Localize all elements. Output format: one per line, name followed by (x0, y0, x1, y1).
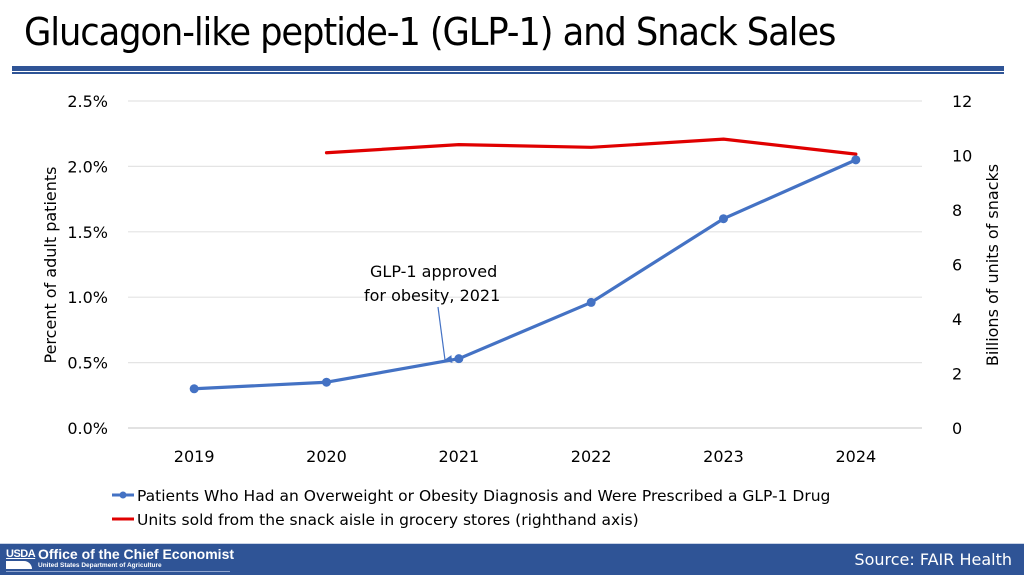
data-point (586, 297, 596, 307)
title-divider-thin (12, 72, 1004, 74)
legend-label-snacks: Units sold from the snack aisle in groce… (137, 511, 639, 529)
legend-label-glp1: Patients Who Had an Overweight or Obesit… (137, 487, 830, 505)
data-point (454, 354, 464, 364)
y2-tick-label: 0 (952, 419, 962, 438)
y-tick-label: 2.0% (67, 157, 108, 176)
x-tick-label: 2024 (835, 447, 876, 466)
x-tick-label: 2022 (571, 447, 612, 466)
x-tick-label: 2023 (703, 447, 744, 466)
annotation: GLP-1 approved for obesity, 2021 (364, 262, 500, 364)
usda-logo: USDA (6, 548, 36, 560)
data-point (851, 155, 861, 165)
title-divider (12, 66, 1004, 71)
y-axis-right-title: Billions of units of snacks (983, 164, 1002, 366)
y-tick-label: 1.0% (67, 288, 108, 307)
legend-item-glp1: Patients Who Had an Overweight or Obesit… (112, 487, 830, 505)
series-layer (189, 137, 861, 394)
usda-logo-swoosh-icon (6, 561, 32, 569)
legend: Patients Who Had an Overweight or Obesit… (112, 487, 830, 529)
office-name: Office of the Chief Economist (38, 546, 235, 562)
annotation-line-2: for obesity, 2021 (364, 286, 500, 305)
department-name: United States Department of Agriculture (38, 562, 162, 569)
y2-tick-label: 8 (952, 201, 962, 220)
footer-divider (0, 543, 1024, 544)
gridlines (128, 100, 922, 429)
x-tick-label: 2019 (174, 447, 215, 466)
y-axis-left-title: Percent of adult patients (41, 167, 60, 364)
data-point (719, 214, 728, 224)
y-tick-label: 2.5% (67, 92, 108, 111)
x-tick-label: 2020 (306, 447, 347, 466)
data-point (189, 384, 199, 394)
y2-tick-label: 4 (952, 310, 962, 329)
y2-tick-label: 6 (952, 256, 962, 275)
y-tick-label: 0.0% (67, 419, 108, 438)
footer-logo-underline (6, 571, 230, 572)
annotation-arrow (437, 306, 453, 364)
x-axis: 2019 2020 2021 2022 2023 2024 (174, 447, 876, 466)
annotation-line-1: GLP-1 approved (370, 262, 497, 281)
series-line (192, 158, 858, 391)
source-note: Source: FAIR Health (854, 550, 1012, 569)
y-axis-right: 0 2 4 6 8 10 12 (952, 92, 972, 438)
x-tick-label: 2021 (438, 447, 479, 466)
data-point (322, 377, 331, 387)
y2-tick-label: 10 (952, 147, 972, 166)
legend-swatch-blue-marker (119, 491, 127, 499)
y-tick-label: 0.5% (67, 354, 108, 373)
footer-bar (0, 544, 1024, 575)
series-line (324, 137, 858, 156)
y2-tick-label: 2 (952, 365, 962, 384)
series-glp1-patients (189, 155, 861, 394)
legend-item-snacks: Units sold from the snack aisle in groce… (112, 511, 639, 529)
y-tick-label: 1.5% (67, 223, 108, 242)
series-snack-units (324, 137, 858, 156)
y-axis-left: 0.0% 0.5% 1.0% 1.5% 2.0% 2.5% (67, 92, 108, 438)
page-title: Glucagon-like peptide-1 (GLP-1) and Snac… (24, 10, 836, 54)
y2-tick-label: 12 (952, 92, 972, 111)
